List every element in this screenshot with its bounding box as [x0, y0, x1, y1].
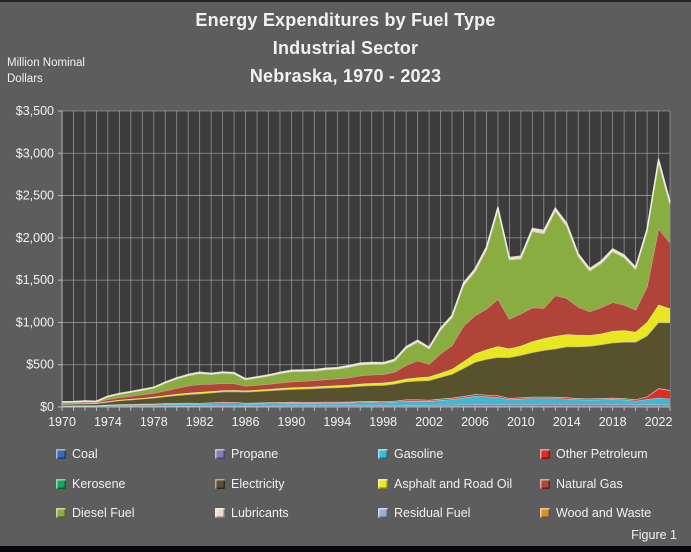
x-tick-label: 2018	[599, 415, 627, 429]
y-tick-label: $1,500	[16, 273, 54, 287]
y-tick-label: $3,500	[16, 104, 54, 118]
chart-title-line-2: Industrial Sector	[272, 38, 419, 58]
y-axis-unit-line-1: Million Nominal	[7, 57, 85, 69]
chart-title: Energy Expenditures by Fuel Type Industr…	[0, 6, 691, 90]
area-asphalt-and-road-oil	[62, 304, 670, 405]
x-tick-label: 1970	[48, 415, 76, 429]
figure-caption: Figure 1	[631, 528, 677, 542]
chart-title-line-3: Nebraska, 1970 - 2023	[249, 66, 442, 86]
x-tick-label: 1978	[140, 415, 168, 429]
x-tick-label: 1990	[278, 415, 306, 429]
x-tick-label: 2022	[645, 415, 673, 429]
area-diesel-fuel	[62, 162, 670, 403]
y-tick-label: $500	[26, 358, 54, 372]
x-tick-label: 2010	[507, 415, 535, 429]
area-electricity	[62, 322, 670, 406]
x-tick-label: 1982	[186, 415, 214, 429]
x-tick-label: 1998	[369, 415, 397, 429]
x-tick-label: 2014	[553, 415, 581, 429]
x-tick-label: 1974	[94, 415, 122, 429]
chart-title-line-1: Energy Expenditures by Fuel Type	[195, 10, 496, 30]
area-highlight-wood-and-waste	[61, 158, 671, 403]
window-top-edge	[0, 0, 691, 2]
area-highlight-kerosene	[61, 387, 671, 407]
y-tick-label: $2,500	[16, 189, 54, 203]
window-bottom-edge	[0, 546, 691, 552]
x-tick-label: 2002	[415, 415, 443, 429]
y-tick-label: $0	[40, 400, 54, 414]
area-natural-gas	[62, 228, 670, 404]
y-axis-unit-line-2: Dollars	[7, 73, 43, 85]
x-tick-label: 1994	[323, 415, 351, 429]
y-axis-unit-label: Million Nominal Dollars	[7, 55, 85, 87]
y-tick-label: $2,000	[16, 231, 54, 245]
x-tick-label: 1986	[232, 415, 260, 429]
y-tick-label: $1,000	[16, 315, 54, 329]
y-tick-label: $3,000	[16, 146, 54, 160]
x-tick-label: 2006	[461, 415, 489, 429]
